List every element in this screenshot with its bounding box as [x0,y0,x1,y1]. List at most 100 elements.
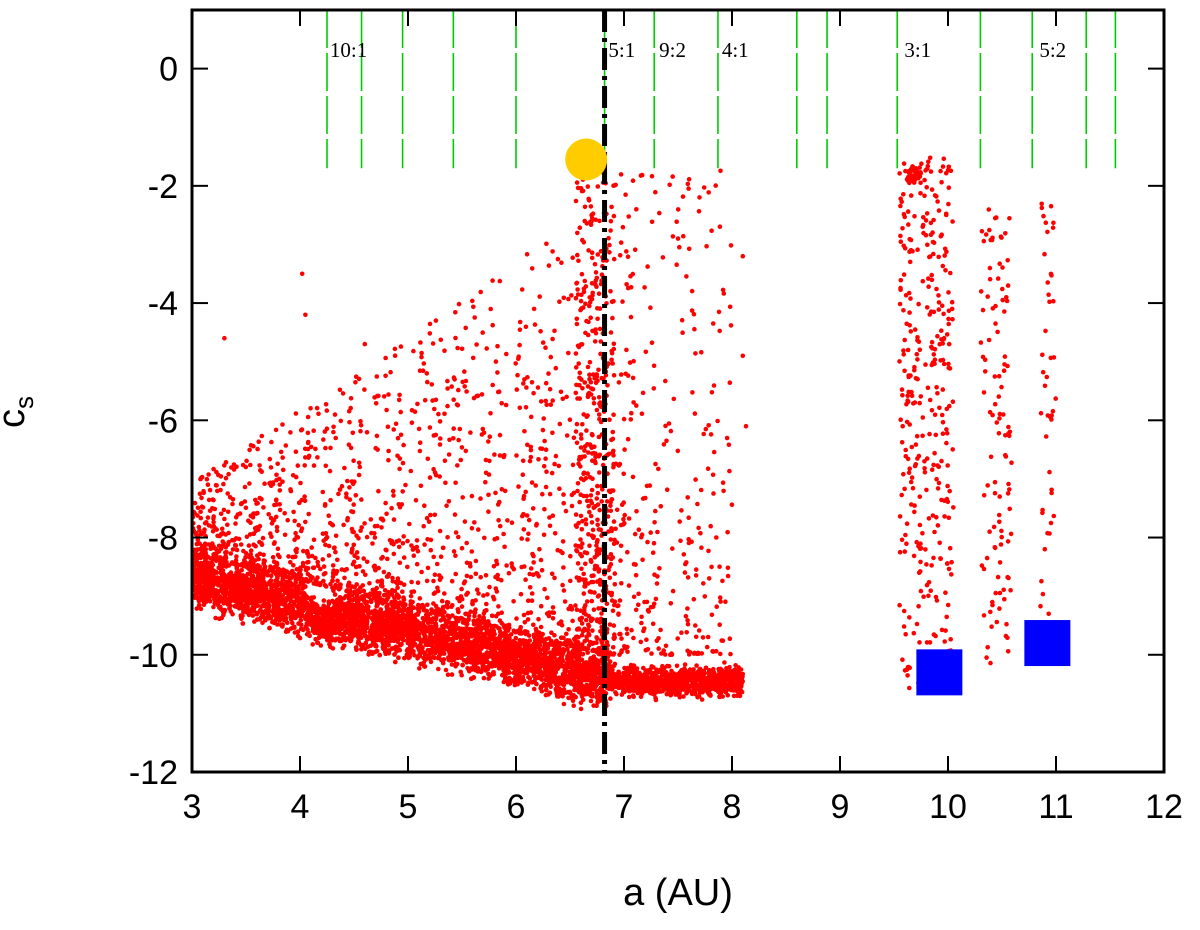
data-point [424,641,430,646]
data-point [571,703,576,708]
data-point [538,684,544,689]
data-point [427,656,433,662]
data-point [561,701,567,707]
data-point [408,593,414,599]
data-point [222,579,227,584]
data-point [381,620,387,625]
data-point [589,691,595,697]
data-point [471,662,477,668]
data-point [481,637,487,643]
data-point [242,603,248,608]
data-point [384,604,390,609]
data-point [239,567,244,573]
data-point [570,668,576,673]
data-point [205,588,211,594]
data-point [472,656,477,661]
data-point [531,641,536,647]
data-point [465,665,470,671]
data-point [230,591,235,597]
data-point [562,669,568,675]
data-point [349,593,355,598]
data-point [243,598,248,603]
data-point [315,640,321,645]
data-point [307,633,312,639]
data-point [338,598,344,604]
data-point [415,611,420,617]
data-point [543,666,549,672]
data-point [422,664,428,669]
data-point [350,607,355,612]
data-point [531,662,536,668]
data-point [505,664,510,669]
data-point [338,631,344,637]
data-point [299,626,304,632]
data-point [355,611,361,616]
data-point [453,661,459,667]
data-point [422,633,428,639]
data-point [350,622,356,628]
data-point [405,637,410,643]
data-point [520,675,526,680]
data-point [391,638,397,644]
data-point [537,671,542,676]
data-point [445,672,451,677]
data-point [334,627,340,632]
data-point [332,638,338,643]
data-point [377,612,382,617]
data-point [473,629,479,634]
data-point [309,616,315,621]
data-point [444,621,449,627]
data-point [337,615,343,620]
data-point [464,621,470,627]
data-point [486,671,491,677]
data-point [234,570,239,575]
data-point [238,581,244,587]
data-point [212,597,217,602]
data-point [519,668,524,673]
resonance-lines [326,10,1117,169]
data-point [534,681,539,687]
data-point [346,600,352,606]
data-point [573,694,578,700]
data-point [463,636,469,641]
data-point [267,592,272,597]
data-point [448,629,454,635]
data-point [344,630,350,635]
data-point [249,578,255,583]
data-point [285,586,291,591]
data-point [572,654,577,659]
data-point [360,623,366,629]
data-point [383,625,389,630]
data-point [198,606,204,612]
data-point [512,656,517,661]
data-point [471,675,477,680]
data-point [398,642,403,648]
data-point [310,642,316,647]
data-point [290,620,295,626]
data-point [418,661,424,667]
data-point [501,648,507,654]
data-point [262,597,268,602]
data-point [377,652,383,658]
data-point [524,670,530,675]
data-point [524,642,530,647]
data-point [549,630,554,635]
data-point [345,610,350,616]
data-point [486,664,491,670]
data-point [365,644,371,650]
data-point [396,625,401,631]
data-point [374,603,380,609]
data-point [493,652,499,658]
data-point [193,575,199,581]
data-point [379,629,384,634]
data-point [440,660,446,666]
data-point [542,640,547,646]
data-point [587,684,592,689]
data-point [196,602,202,608]
data-point [268,578,274,583]
data-point [428,611,434,616]
data-point [261,603,266,609]
data-point [283,603,288,608]
data-point [226,599,231,604]
